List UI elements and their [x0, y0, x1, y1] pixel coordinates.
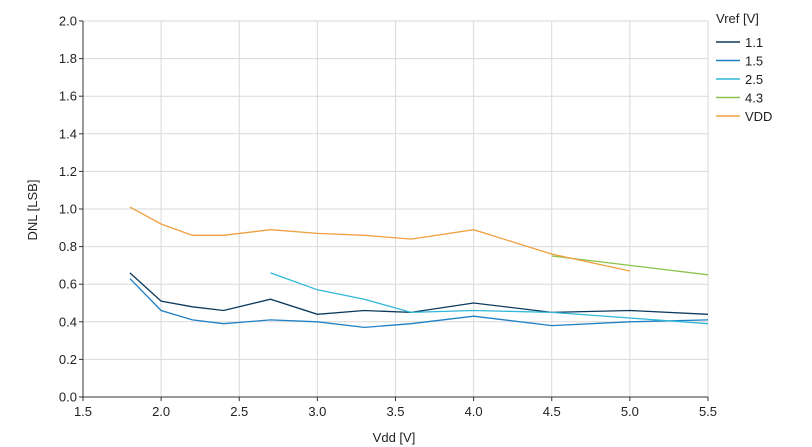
series-line-1-1 [129, 272, 709, 315]
y-tick-label: 1.0 [59, 202, 77, 217]
grid [83, 20, 709, 397]
x-tick-label: 5.0 [621, 404, 639, 419]
series-line-1-5 [129, 278, 709, 329]
x-tick-label: 3.0 [308, 404, 326, 419]
x-tick-label: 1.5 [74, 404, 92, 419]
x-tick-label: 2.0 [152, 404, 170, 419]
legend: Vref [V] 1.1 1.5 2.5 4.3 VDD [716, 11, 772, 124]
legend-label: 1.1 [745, 35, 763, 50]
legend-label: 4.3 [745, 91, 763, 106]
x-tick-label: 5.5 [699, 404, 717, 419]
legend-title: Vref [V] [716, 11, 759, 26]
x-tick-label: 2.5 [230, 404, 248, 419]
y-tick-label: 0.4 [59, 314, 77, 329]
y-tick-label: 0.2 [59, 352, 77, 367]
x-axis-ticks: 1.5 2.0 2.5 3.0 3.5 4.0 4.5 5.0 5.5 [74, 397, 717, 419]
y-axis-ticks: 0.0 0.2 0.4 0.6 0.8 1.0 1.2 1.4 1.6 1.8 2.0 [59, 14, 83, 405]
y-tick-label: 0.8 [59, 239, 77, 254]
x-tick-label: 3.5 [386, 404, 404, 419]
series-lines [129, 206, 709, 329]
x-axis-label: Vdd [V] [373, 430, 416, 445]
y-tick-label: 0.6 [59, 277, 77, 292]
x-tick-label: 4.0 [465, 404, 483, 419]
y-tick-label: 1.8 [59, 51, 77, 66]
legend-label: 1.5 [745, 54, 763, 69]
y-tick-label: 1.6 [59, 89, 77, 104]
y-tick-label: 1.4 [59, 126, 77, 141]
y-tick-label: 2.0 [59, 14, 77, 29]
series-line-vdd [129, 206, 631, 272]
y-tick-label: 1.2 [59, 164, 77, 179]
y-tick-label: 0.0 [59, 390, 77, 405]
legend-label: VDD [745, 109, 772, 124]
series-line-2-5 [270, 272, 709, 325]
legend-label: 2.5 [745, 72, 763, 87]
x-tick-label: 4.5 [543, 404, 561, 419]
y-axis-label: DNL [LSB] [25, 180, 40, 241]
